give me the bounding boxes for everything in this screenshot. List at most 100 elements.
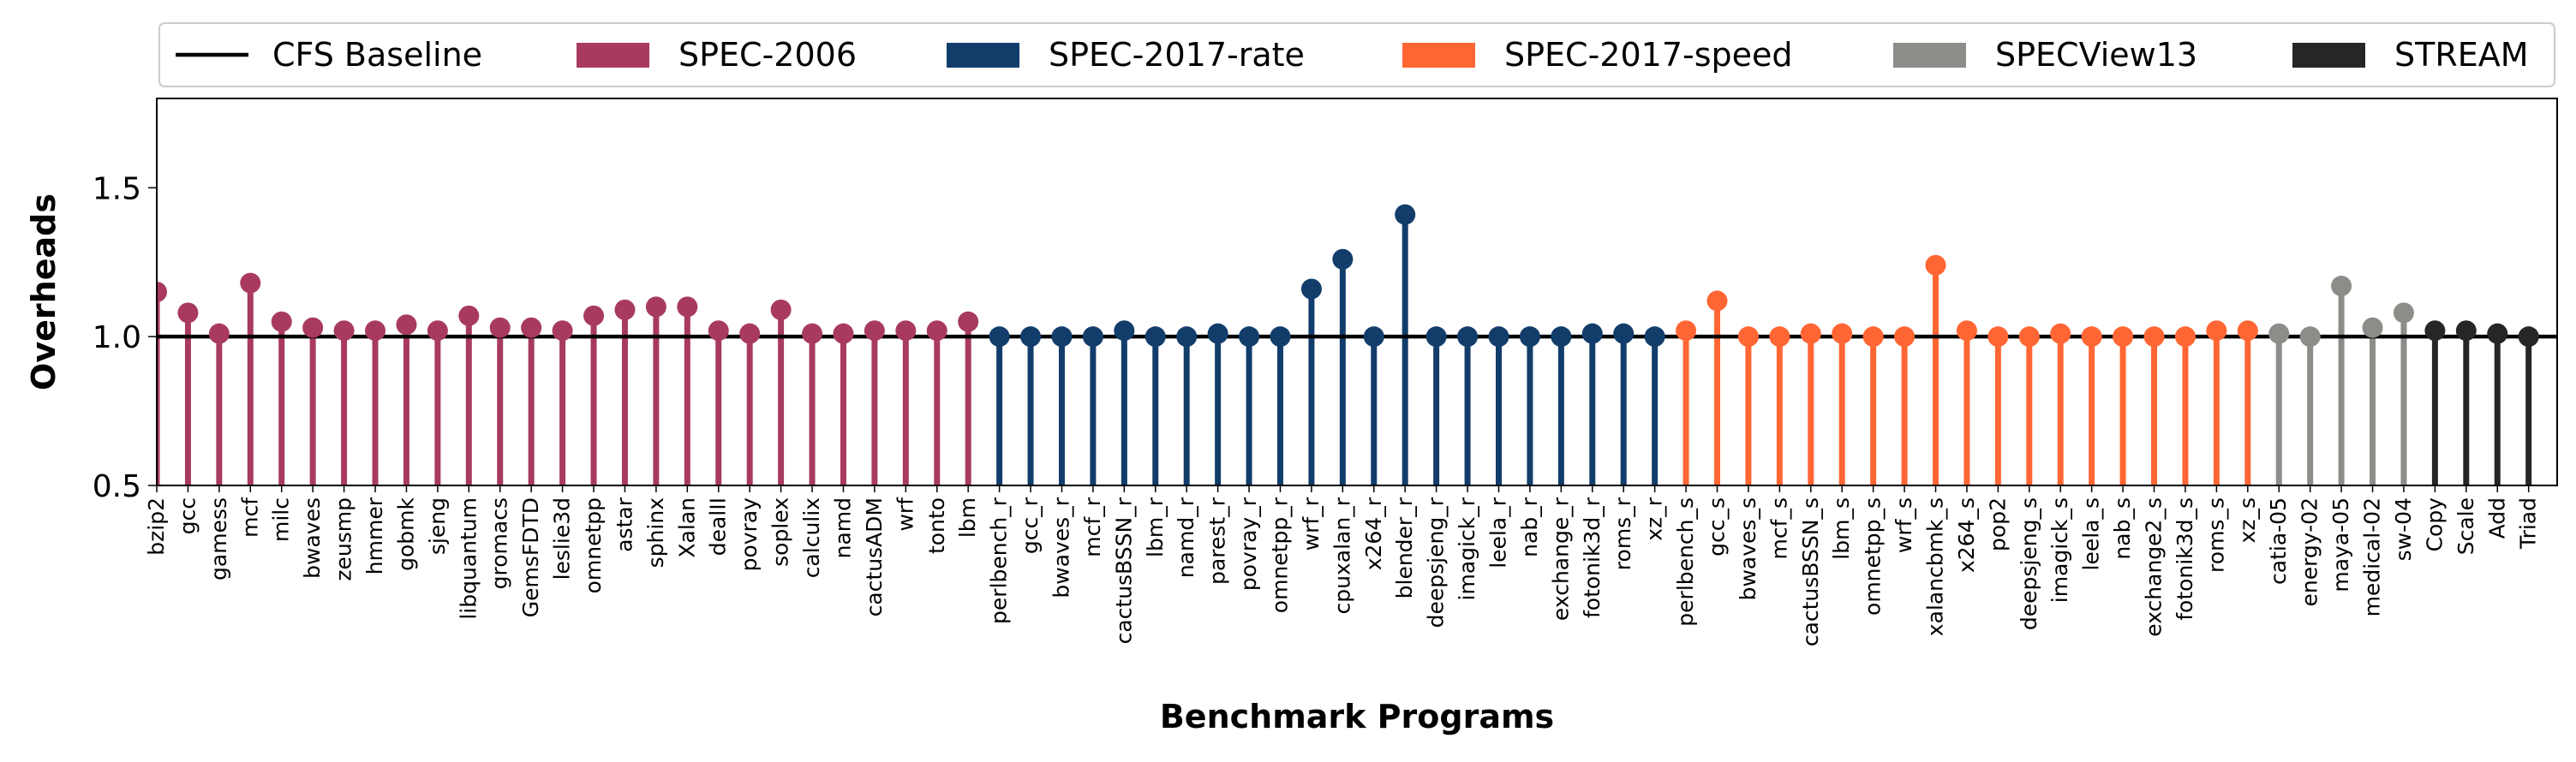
x-tick-label: gobmk (393, 497, 418, 570)
marker-gobmk (396, 314, 417, 336)
marker-soplex (770, 299, 792, 320)
x-tick-label: cpuxalan_r (1330, 497, 1354, 614)
x-tick-label: mcf (237, 497, 262, 538)
x-tick-label: x264_r (1361, 497, 1386, 570)
x-tick-label: Add (2484, 497, 2509, 539)
marker-bwaves_r (1051, 326, 1073, 348)
x-tick-label: cactusADM (862, 497, 887, 616)
marker-xz_r (1644, 326, 1665, 348)
marker-wrf_r (1300, 278, 1322, 300)
marker-dealII (708, 320, 729, 342)
x-tick-label: fotonik3d_s (2173, 497, 2197, 621)
x-tick-label: wrf_r (1299, 497, 1324, 551)
x-tick-label: exchange2_s (2142, 497, 2167, 637)
x-tick-label: astar (612, 497, 637, 551)
x-tick-label: namd (830, 497, 855, 558)
x-tick-label: roms_r (1611, 497, 1635, 570)
marker-lbm_r (1145, 326, 1166, 348)
marker-povray (739, 323, 761, 344)
x-tick-label: imagick_r (1455, 497, 1479, 600)
x-tick-label: fotonik3d_r (1580, 497, 1605, 618)
legend-item-cfs-baseline: CFS Baseline (176, 36, 482, 74)
marker-leela_r (1488, 326, 1509, 348)
legend-label: SPEC-2017-speed (1504, 36, 1793, 74)
marker-namd (833, 323, 854, 344)
x-tick-label: wrf (893, 497, 917, 532)
x-tick-label: deepsjeng_s (2017, 497, 2041, 630)
marker-milc (271, 311, 292, 332)
marker-medical-02 (2362, 317, 2383, 338)
x-tick-label: bwaves_s (1736, 497, 1760, 600)
x-tick-label: lbm (955, 497, 980, 538)
x-tick-label: soplex (768, 497, 793, 567)
x-tick-label: imagick_s (2047, 497, 2072, 603)
x-axis-label: Benchmark Programs (1160, 698, 1554, 735)
marker-wrf_s (1894, 326, 1916, 348)
legend-label: CFS Baseline (272, 36, 482, 74)
marker-sw-04 (2393, 302, 2414, 324)
x-tick-label: gamess (206, 497, 231, 580)
marker-gcc (177, 302, 199, 324)
x-tick-label: cactusBSSN_r (1111, 497, 1136, 644)
x-tick-label: bzip2 (144, 497, 169, 556)
marker-tonto (926, 320, 947, 342)
marker-mcf (240, 272, 261, 294)
marker-x264_s (1956, 320, 1977, 342)
marker-bwaves (302, 317, 324, 338)
legend-item-stream: STREAM (2292, 36, 2529, 74)
x-tick-label: pop2 (1985, 497, 2010, 551)
x-tick-label: cactusBSSN_s (1798, 497, 1823, 646)
marker-roms_r (1613, 323, 1635, 344)
x-tick-label: milc (269, 497, 294, 542)
x-tick-label: hmmer (362, 497, 387, 574)
marker-astar (614, 299, 636, 320)
marker-xalancbmk_s (1925, 254, 1946, 276)
x-tick-label: Triad (2516, 497, 2541, 550)
marker-cpuxalan_r (1332, 248, 1354, 270)
marker-fotonik3d_s (2174, 326, 2196, 348)
x-tick-label: omnetpp_r (1267, 497, 1292, 613)
x-tick-label: nab_r (1517, 497, 1542, 557)
x-tick-label: roms_s (2203, 497, 2228, 573)
marker-xz_s (2237, 320, 2258, 342)
x-tick-label: leela_r (1485, 497, 1510, 568)
marker-mcf_r (1082, 326, 1103, 348)
y-tick-label: 1.0 (93, 320, 141, 355)
x-tick-label: leela_s (2079, 497, 2104, 571)
marker-cactusADM (864, 320, 885, 342)
marker-Triad (2518, 326, 2539, 348)
x-tick-label: gcc_r (1018, 497, 1043, 554)
legend-swatch (2292, 43, 2365, 68)
marker-Add (2487, 323, 2508, 344)
x-tick-label: calculix (799, 497, 824, 578)
marker-perlbench_r (989, 326, 1010, 348)
marker-exchange_r (1551, 326, 1572, 348)
marker-libquantum (458, 305, 480, 326)
x-tick-label: sphinx (643, 497, 668, 568)
legend-swatch (1893, 43, 1966, 68)
marker-Scale (2455, 320, 2477, 342)
legend-frame (158, 22, 2555, 87)
marker-GemsFDTD (521, 317, 542, 338)
marker-Xalan (677, 296, 698, 318)
marker-zeusmp (333, 320, 355, 342)
marker-x264_r (1363, 326, 1384, 348)
x-tick-label: energy-02 (2298, 497, 2322, 607)
marker-omnetpp_s (1862, 326, 1884, 348)
x-tick-label: tonto (924, 497, 949, 554)
y-tick-label: 0.5 (93, 469, 141, 504)
legend: CFS Baseline SPEC-2006 SPEC-2017-rate SPEC-… (158, 22, 2555, 87)
x-tick-label: Xalan (674, 497, 699, 558)
marker-leela_s (2081, 326, 2102, 348)
marker-bwaves_s (1737, 326, 1759, 348)
x-tick-label: omnetpp (581, 497, 606, 593)
legend-item-spec-2017-rate: SPEC-2017-rate (947, 36, 1305, 74)
x-tick-label: gcc (175, 497, 200, 534)
marker-wrf (895, 320, 917, 342)
x-tick-label: bwaves_r (1049, 497, 1073, 598)
x-tick-label: perlbench_r (987, 497, 1012, 624)
x-tick-label: povray (737, 497, 762, 572)
marker-bzip2 (157, 282, 167, 302)
legend-label: SPECView13 (1995, 36, 2197, 74)
legend-swatch (577, 43, 649, 68)
